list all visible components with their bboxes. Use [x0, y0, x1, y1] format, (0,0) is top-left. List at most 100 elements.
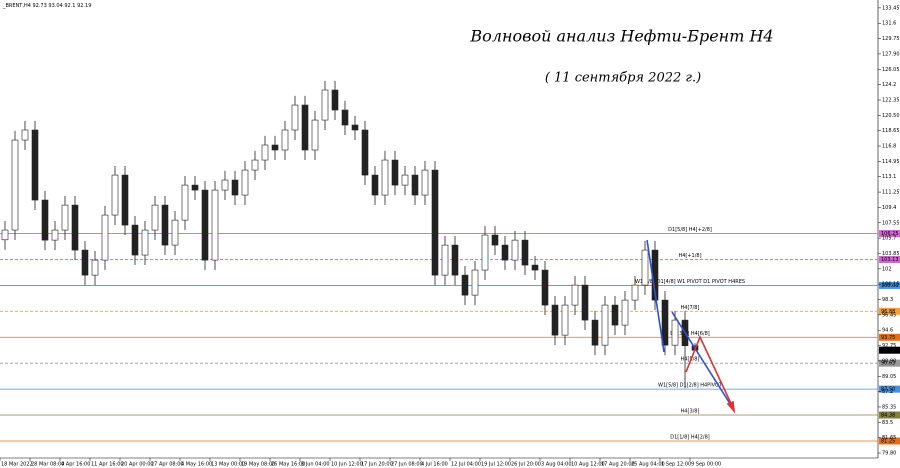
header-open: 92.73 [32, 3, 46, 9]
y-tick-label: 100.15 [882, 282, 900, 288]
level-tag-label: 90.63 [881, 361, 895, 367]
x-tick-label: 1 Sep 12:00 [661, 462, 691, 468]
y-tick-label: 102 [882, 266, 892, 272]
candle-body [661, 299, 669, 346]
level-text: H4[3/8] [681, 409, 700, 415]
candle-body [261, 144, 269, 161]
candle-body [451, 244, 459, 276]
candle-body [351, 124, 359, 131]
y-tick-label: 116.8 [882, 144, 896, 150]
y-tick-label: 92.75 [882, 343, 896, 349]
candle-body [111, 174, 119, 216]
level-tag-label: 96.88 [881, 309, 895, 315]
candle-body [511, 239, 519, 261]
x-tick-label: 11 Apr 16:00 [91, 462, 124, 468]
y-tick-label: 79.80 [882, 451, 896, 457]
candle-body [371, 174, 379, 196]
x-tick-label: 25 Aug 04:00 [631, 462, 665, 468]
candle-body [461, 274, 469, 296]
forecast-line [685, 334, 735, 411]
candle-body [471, 269, 479, 296]
candle-body [521, 239, 529, 266]
y-tick-label: 85.35 [882, 404, 896, 410]
x-tick-label: 4 May 16:00 [181, 462, 212, 468]
header-close: 92.19 [77, 3, 91, 9]
candle-body [41, 199, 49, 241]
candles [1, 80, 699, 389]
candle-body [161, 204, 169, 246]
x-tick-label: 4 Apr 16:00 [61, 462, 90, 468]
x-tick-label: 26 May 16:00 [271, 462, 305, 468]
candle-body [671, 319, 679, 346]
candle-body [21, 129, 29, 141]
candle-body [201, 189, 209, 261]
x-tick-label: 9 Sep 00:00 [691, 462, 721, 468]
candle-body [321, 89, 329, 121]
level-tag-label: 84.38 [881, 413, 895, 419]
y-tick-label: 87.2 [882, 389, 893, 395]
candle-body [231, 179, 239, 196]
candle-body [421, 169, 429, 196]
candle-body [551, 304, 559, 336]
x-tick-label: 18 Mar 2022 [1, 462, 33, 468]
candle-body [131, 224, 139, 256]
candle-body [361, 129, 369, 176]
x-tick-label: 3 Aug 04:00 [541, 462, 572, 468]
candle-body [381, 159, 389, 196]
y-tick-label: 118.65 [882, 128, 900, 134]
level-text: W1[5/8] D1[2/8] H4PIVOT [658, 383, 723, 389]
y-tick-label: 81.65 [882, 435, 896, 441]
x-tick-label: 12 Jul 04:00 [451, 462, 481, 468]
candle-body [221, 179, 229, 191]
y-tick-label: 89.05 [882, 374, 896, 380]
x-tick-label: 28 Mar 08:00 [31, 462, 64, 468]
candle-body [61, 204, 69, 231]
candle-body [441, 244, 449, 276]
level-text: H4[7/8] [681, 305, 700, 311]
y-tick-label: 111.25 [882, 190, 900, 196]
candle-body [181, 184, 189, 221]
level-text: H4[+1/8] [678, 253, 701, 259]
candle-body [71, 204, 79, 251]
candle-body [601, 304, 609, 346]
header-low: 92.1 [64, 3, 75, 9]
candle-body [641, 249, 649, 286]
header-high: 93.04 [48, 3, 62, 9]
candle-body [271, 144, 279, 151]
level-text: W1[6/8] D1[4/8] W1 PIVOT D1 PIVOT H4RES [635, 279, 745, 285]
x-tick-label: 10 Aug 12:00 [571, 462, 605, 468]
x-tick-label: 27 Jun 08:00 [391, 462, 423, 468]
candle-body [621, 299, 629, 326]
candle-body [491, 234, 499, 246]
candle-body [51, 229, 59, 241]
level-tag-label: 87.50 [881, 387, 895, 393]
candle-body [431, 169, 439, 276]
candle-body [501, 244, 509, 261]
candle-body [581, 284, 589, 321]
x-tick-label: 19 May 08:00 [241, 462, 275, 468]
wave-markup [646, 239, 736, 414]
y-tick-label: 94.6 [882, 328, 893, 334]
level-text: H4[5/8] [681, 357, 700, 363]
candle-body [151, 204, 159, 231]
candle-body [561, 304, 569, 336]
candle-body [541, 269, 549, 306]
y-tick-label: 131.6 [882, 21, 896, 27]
candle-body [101, 214, 109, 261]
wave-line [671, 311, 735, 411]
level-tag [879, 281, 900, 289]
x-tick-label: 4 Jul 16:00 [421, 462, 448, 468]
level-tag [879, 359, 900, 367]
y-tick-label: 105.7 [882, 236, 896, 242]
level-text: D1[5/8] H4[+2/8] [668, 227, 712, 233]
candle-body [251, 159, 259, 171]
level-text: D1[1/8] H4[2/8] [670, 434, 710, 440]
level-tag-label: 100.00 [881, 283, 899, 289]
candle-body [191, 184, 199, 191]
candle-body [121, 174, 129, 226]
candle-body [1, 229, 9, 241]
candle-body [301, 104, 309, 151]
level-tag [879, 230, 900, 238]
candle-body [611, 304, 619, 326]
